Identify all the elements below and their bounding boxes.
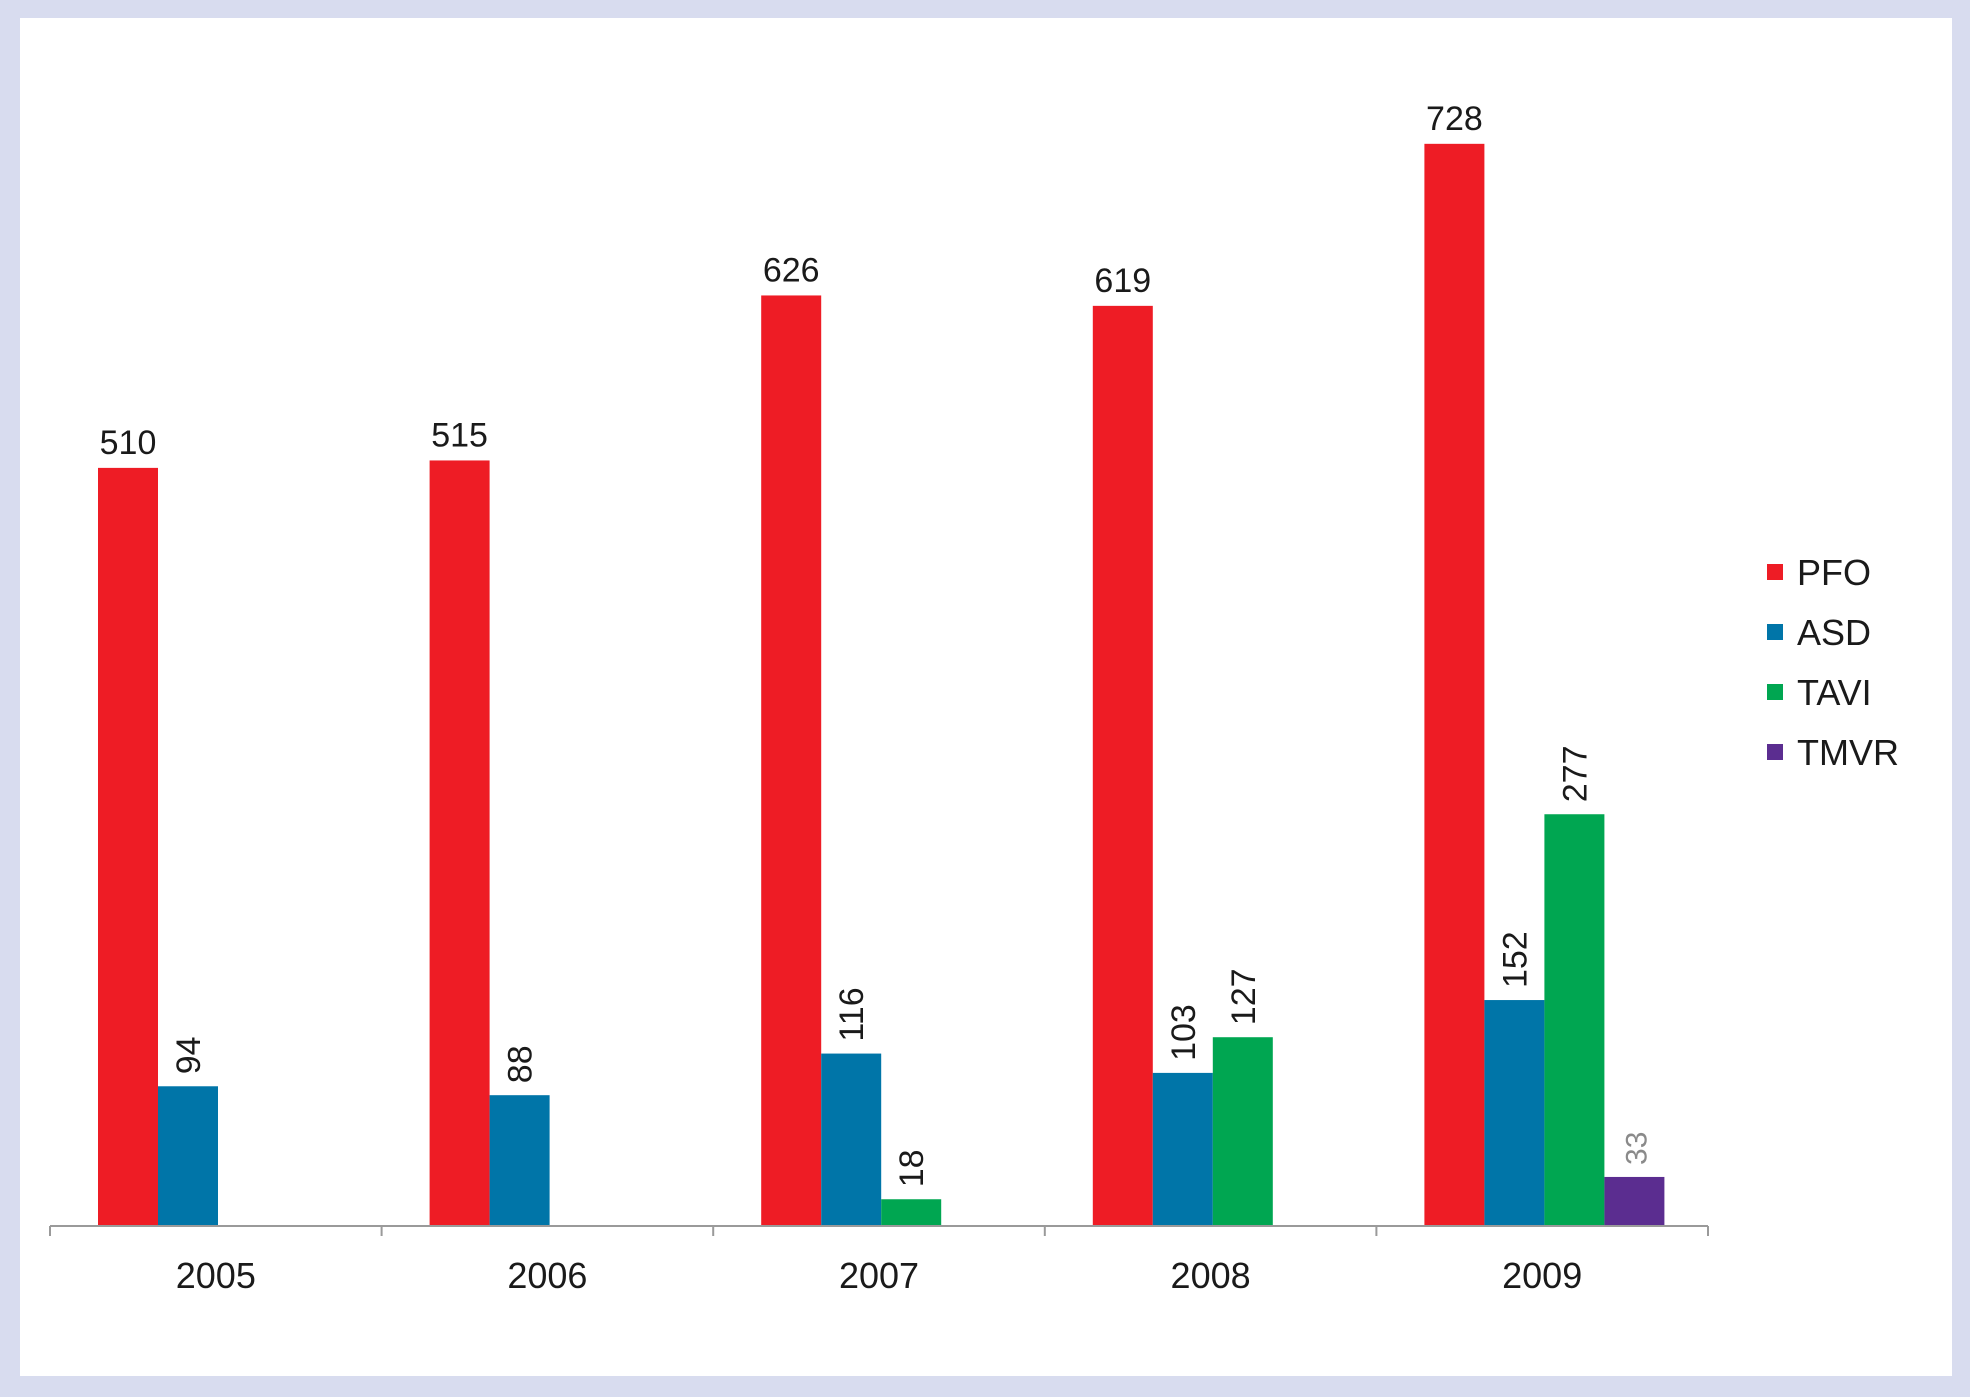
bar-asd-2009 bbox=[1484, 1000, 1545, 1226]
bar-asd-2007 bbox=[821, 1053, 882, 1226]
data-label-asd-2006: 88 bbox=[502, 1045, 540, 1083]
data-label-pfo-2006: 515 bbox=[431, 416, 488, 454]
data-label-pfo-2009: 728 bbox=[1426, 100, 1483, 138]
bar-chart: 2005 2006 2007 2008 2009 510 94 515 88 626 116 18 6… bbox=[49, 100, 1899, 1296]
data-label-pfo-2005: 510 bbox=[100, 424, 157, 462]
legend-swatch-asd bbox=[1767, 624, 1783, 640]
legend: PFO ASD TAVI TMVR bbox=[1767, 552, 1899, 773]
bar-asd-2008 bbox=[1152, 1072, 1213, 1226]
x-tick-label-2008: 2008 bbox=[1171, 1255, 1251, 1296]
x-axis: 2005 2006 2007 2008 2009 bbox=[49, 1225, 1709, 1296]
x-tick-label-2009: 2009 bbox=[1502, 1255, 1582, 1296]
data-label-tavi-2008: 127 bbox=[1225, 968, 1263, 1025]
data-label-pfo-2007: 626 bbox=[763, 251, 820, 289]
bars-layer bbox=[98, 143, 1665, 1226]
legend-swatch-tavi bbox=[1767, 684, 1783, 700]
x-tick-label-2007: 2007 bbox=[839, 1255, 919, 1296]
bar-asd-2006 bbox=[489, 1095, 550, 1226]
bar-pfo-2008 bbox=[1092, 305, 1153, 1226]
x-tick-label-2005: 2005 bbox=[176, 1255, 256, 1296]
data-label-tmvr-2009: 33 bbox=[1620, 1132, 1653, 1165]
bar-asd-2005 bbox=[158, 1086, 218, 1226]
data-label-pfo-2008: 619 bbox=[1094, 262, 1151, 300]
data-label-asd-2009: 152 bbox=[1496, 931, 1534, 988]
x-tick-label-2006: 2006 bbox=[507, 1255, 587, 1296]
data-label-asd-2005: 94 bbox=[170, 1036, 208, 1074]
legend-label-tavi: TAVI bbox=[1797, 672, 1872, 713]
data-labels-layer: 510 94 515 88 626 116 18 619 103 127 728 152 277 33 bbox=[100, 100, 1654, 1187]
data-label-tavi-2007: 18 bbox=[893, 1149, 931, 1187]
bar-pfo-2007 bbox=[761, 295, 822, 1226]
data-label-asd-2008: 103 bbox=[1165, 1004, 1203, 1061]
legend-swatch-tmvr bbox=[1767, 744, 1783, 760]
bar-pfo-2006 bbox=[429, 460, 490, 1226]
legend-swatch-pfo bbox=[1767, 564, 1783, 580]
bar-pfo-2009 bbox=[1424, 143, 1485, 1226]
legend-label-asd: ASD bbox=[1797, 612, 1871, 653]
chart-panel: 2005 2006 2007 2008 2009 510 94 515 88 626 116 18 6… bbox=[20, 18, 1952, 1376]
bar-tmvr-2009 bbox=[1604, 1176, 1665, 1226]
bar-tavi-2009 bbox=[1544, 814, 1605, 1226]
legend-label-pfo: PFO bbox=[1797, 552, 1871, 593]
data-label-tavi-2009: 277 bbox=[1556, 746, 1594, 803]
bar-tavi-2007 bbox=[881, 1199, 942, 1226]
legend-label-tmvr: TMVR bbox=[1797, 732, 1899, 773]
bar-tavi-2008 bbox=[1212, 1037, 1273, 1226]
bar-pfo-2005 bbox=[98, 467, 158, 1226]
data-label-asd-2007: 116 bbox=[833, 987, 871, 1041]
